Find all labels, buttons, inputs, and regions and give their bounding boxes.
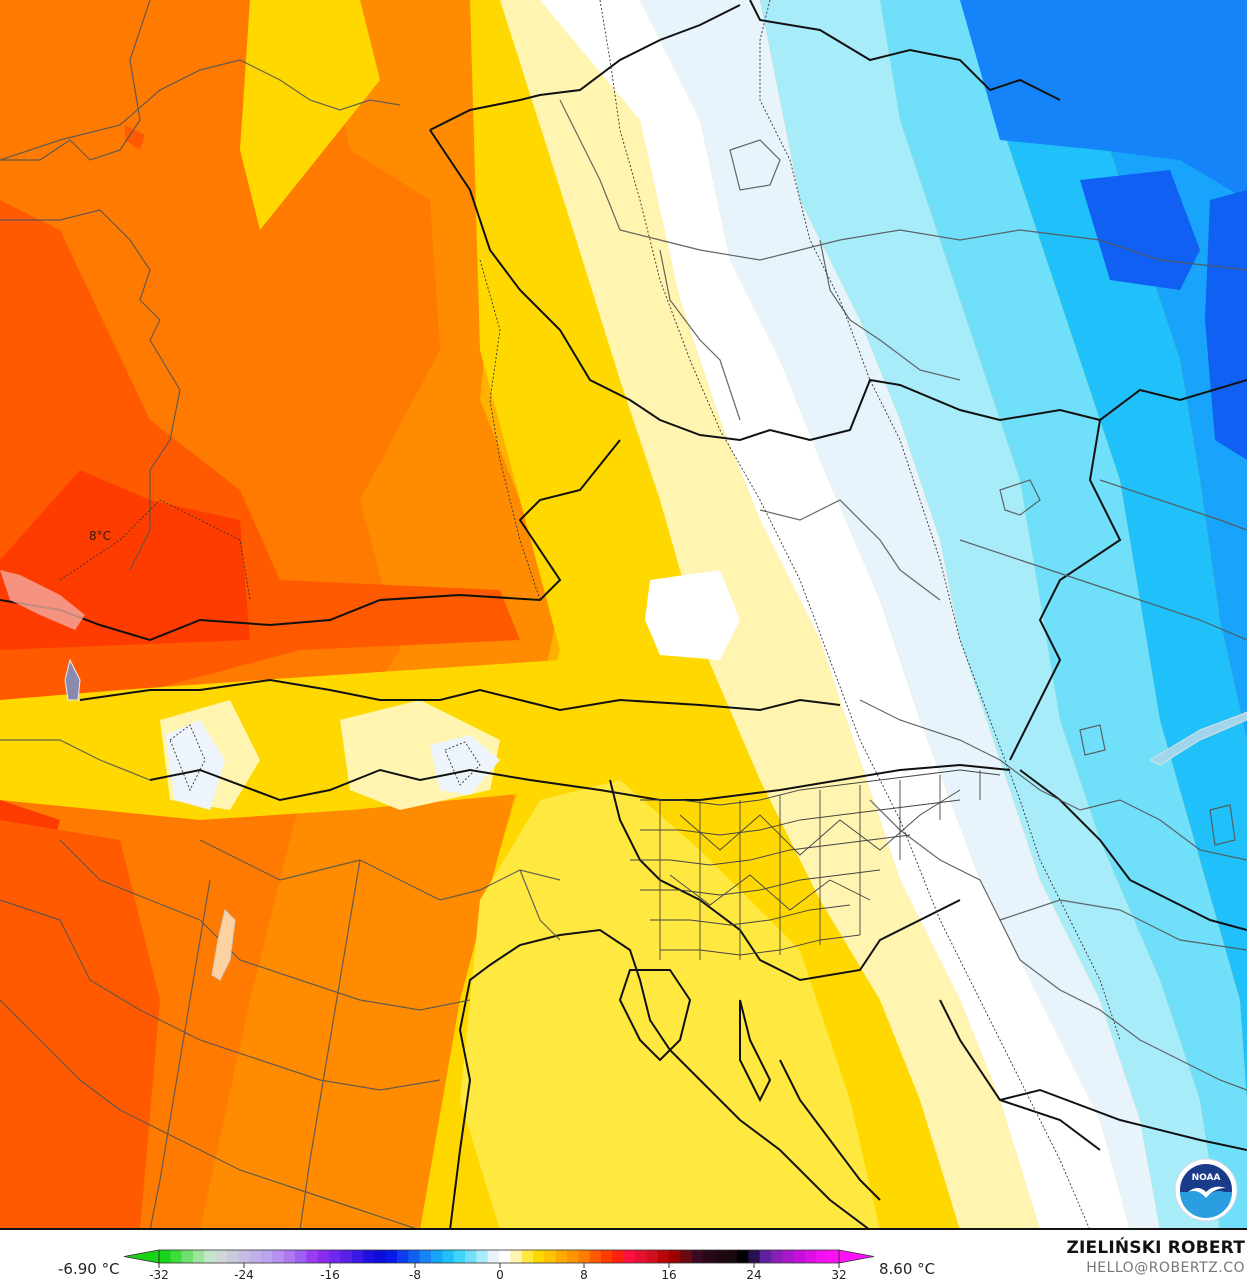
color-legend: -6.90 °C -32 -24 -16 -8 0 8 16 24 32 8.6… <box>0 1232 1247 1287</box>
tick-label: 32 <box>831 1268 847 1282</box>
legend-colorbar <box>123 1249 875 1268</box>
svg-text:NOAA: NOAA <box>1192 1173 1221 1183</box>
branding: ZIELIŃSKI ROBERT HELLO@ROBERTZ.CO <box>1066 1238 1245 1276</box>
temperature-map[interactable]: 8°C NOAA <box>0 0 1247 1230</box>
temperature-annotation: 8°C <box>89 529 112 543</box>
isotherm-lines <box>59 0 1121 1228</box>
author-name: ZIELIŃSKI ROBERT <box>1066 1238 1245 1258</box>
municipal-borders <box>630 769 1001 960</box>
map-canvas <box>0 0 1247 1228</box>
noaa-logo-icon: NOAA <box>1174 1158 1238 1222</box>
tick-label: 8 <box>580 1268 588 1282</box>
regional-borders <box>0 0 1247 1228</box>
author-email[interactable]: HELLO@ROBERTZ.CO <box>1086 1260 1245 1276</box>
tick-label: -8 <box>409 1268 421 1282</box>
noaa-logo: NOAA <box>1174 1158 1238 1222</box>
tick-label: -16 <box>320 1268 340 1282</box>
tick-label: -32 <box>149 1268 169 1282</box>
legend-min-value: -6.90 °C <box>58 1260 120 1278</box>
tick-label: 0 <box>496 1268 504 1282</box>
tick-label: -24 <box>234 1268 254 1282</box>
tick-label: 24 <box>746 1268 762 1282</box>
tick-label: 16 <box>661 1268 677 1282</box>
legend-max-value: 8.60 °C <box>879 1260 936 1278</box>
